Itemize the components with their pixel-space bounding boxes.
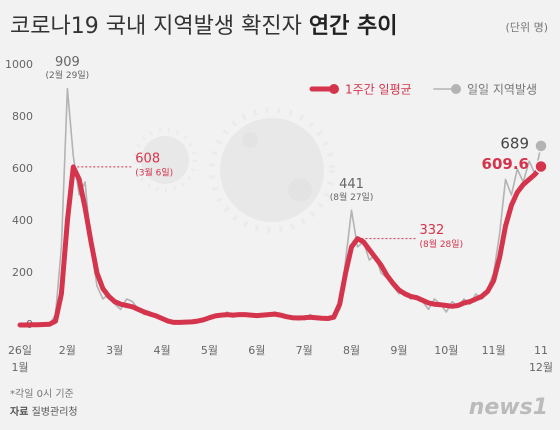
value-note: (8월 27일) [330, 191, 374, 203]
x-tick-label: 10월 [434, 344, 458, 357]
title-emphasis: 연간 추이 [309, 14, 398, 39]
x-tick-label: 11 [534, 344, 548, 357]
value-note: (2월 29일) [46, 69, 90, 81]
x-tick-label: 4월 [154, 344, 171, 357]
end-point [534, 159, 548, 174]
value-label: 332 [419, 223, 444, 238]
series-line [17, 164, 544, 328]
value-label: 441 [339, 177, 364, 192]
x-tick-label: 6월 [248, 344, 265, 357]
source-label: 자료 [10, 405, 28, 418]
source-text: 질병관리청 [32, 406, 78, 418]
logo: news1 [469, 395, 548, 420]
x-tick-label: 5월 [201, 344, 218, 357]
legend-dot [451, 84, 461, 94]
end-point [534, 139, 548, 153]
value-note: (8월 28일) [419, 238, 463, 250]
value-label: 909 [55, 55, 80, 70]
x-tick-label: 9월 [390, 344, 407, 357]
end-value-label: 609.6 [482, 155, 529, 173]
unit-label: (단위 명) [506, 21, 548, 34]
legend-label: 일일 지역발생 [467, 83, 537, 97]
legend-label: 1주간 일평균 [345, 83, 412, 97]
x-sublabel: 1월 [11, 361, 28, 374]
source-note: *각일 0시 기준 [10, 388, 74, 400]
value-note: (3월 6일) [135, 166, 173, 178]
y-tick-label: 200 [12, 266, 33, 279]
virus-decoration [133, 107, 335, 233]
source: 자료 질병관리청 [10, 405, 78, 418]
value-label: 608 [135, 151, 160, 166]
legend-dot [329, 84, 339, 94]
y-tick-label: 600 [12, 162, 33, 175]
end-value-label: 689 [500, 134, 529, 152]
x-sublabel: 12월 [529, 361, 553, 374]
y-tick-label: 800 [12, 110, 33, 123]
x-tick-label: 26일 [8, 343, 32, 357]
y-tick-label: 1000 [5, 58, 33, 71]
y-tick-label: 400 [12, 214, 33, 227]
x-tick-label: 11월 [482, 344, 506, 357]
x-tick-label: 3월 [106, 344, 123, 357]
x-tick-label: 8월 [343, 344, 360, 357]
x-tick-label: 2월 [59, 344, 76, 357]
chart-title: 코로나19 국내 지역발생 확진자 연간 추이 [10, 14, 397, 39]
x-tick-label: 7월 [296, 344, 313, 357]
title-text: 코로나19 국내 지역발생 확진자 [10, 14, 302, 39]
